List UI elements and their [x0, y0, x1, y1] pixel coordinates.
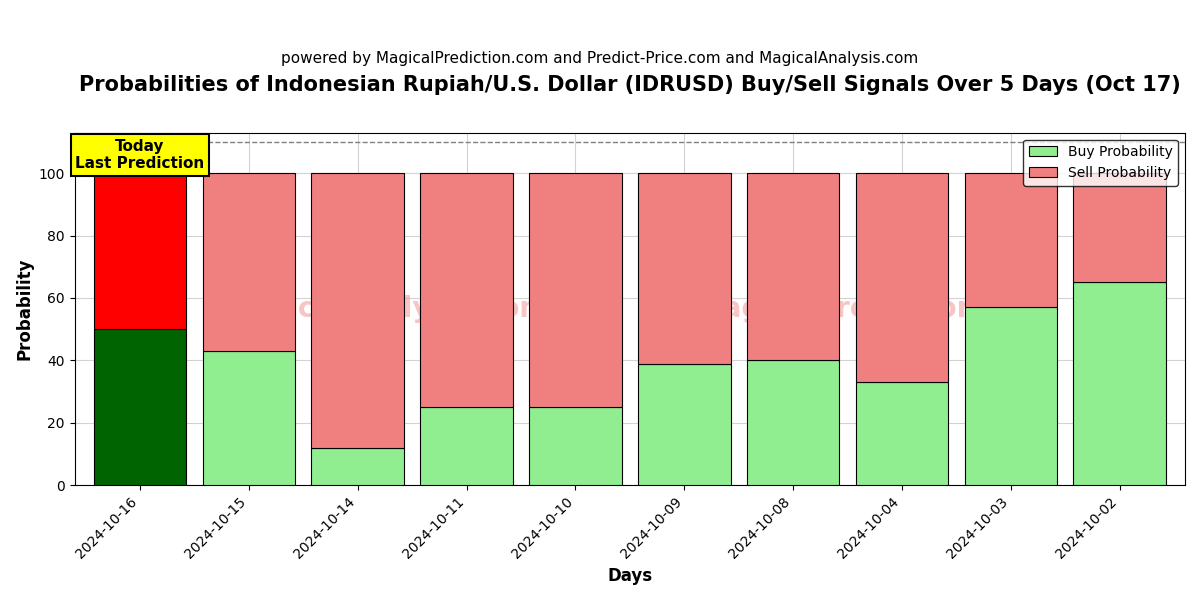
Text: Today
Last Prediction: Today Last Prediction: [76, 139, 204, 172]
Legend: Buy Probability, Sell Probability: Buy Probability, Sell Probability: [1024, 140, 1178, 185]
Bar: [746, 361, 839, 485]
Bar: [420, 173, 512, 407]
Bar: [312, 173, 404, 448]
Text: powered by MagicalPrediction.com and Predict-Price.com and MagicalAnalysis.com: powered by MagicalPrediction.com and Pre…: [281, 51, 919, 66]
Text: MagicalPrediction.com: MagicalPrediction.com: [696, 295, 1052, 323]
Bar: [638, 173, 731, 364]
Bar: [1074, 283, 1166, 485]
Bar: [312, 448, 404, 485]
Bar: [94, 329, 186, 485]
Bar: [965, 173, 1057, 307]
Bar: [529, 173, 622, 407]
Bar: [965, 307, 1057, 485]
Bar: [856, 382, 948, 485]
Bar: [529, 407, 622, 485]
X-axis label: Days: Days: [607, 567, 653, 585]
Bar: [1074, 173, 1166, 283]
Bar: [94, 173, 186, 329]
Bar: [856, 173, 948, 382]
Bar: [746, 173, 839, 361]
Y-axis label: Probability: Probability: [16, 257, 34, 360]
Bar: [203, 351, 295, 485]
Text: MagicalAnalysis.com: MagicalAnalysis.com: [222, 295, 548, 323]
Bar: [638, 364, 731, 485]
Bar: [203, 173, 295, 351]
Title: Probabilities of Indonesian Rupiah/U.S. Dollar (IDRUSD) Buy/Sell Signals Over 5 : Probabilities of Indonesian Rupiah/U.S. …: [79, 75, 1181, 95]
Bar: [420, 407, 512, 485]
